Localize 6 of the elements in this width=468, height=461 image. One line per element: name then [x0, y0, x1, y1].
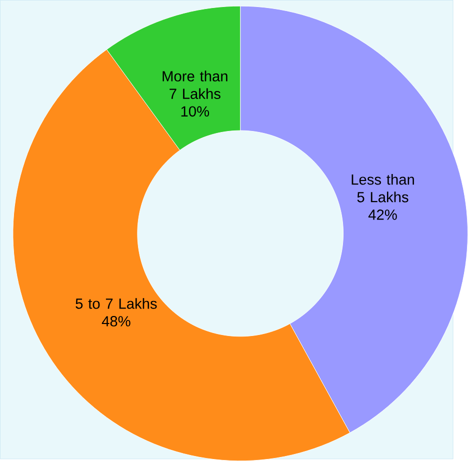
slice-label: Less than 5 Lakhs — [352, 174, 414, 202]
data-label: 48% — [102, 316, 130, 326]
slice-label: 5 to 7 Lakhs — [76, 298, 157, 309]
data-label: 42% — [368, 209, 397, 220]
data-label: 10% — [181, 106, 210, 117]
slice-label: More than 7 Lakhs — [162, 70, 228, 99]
